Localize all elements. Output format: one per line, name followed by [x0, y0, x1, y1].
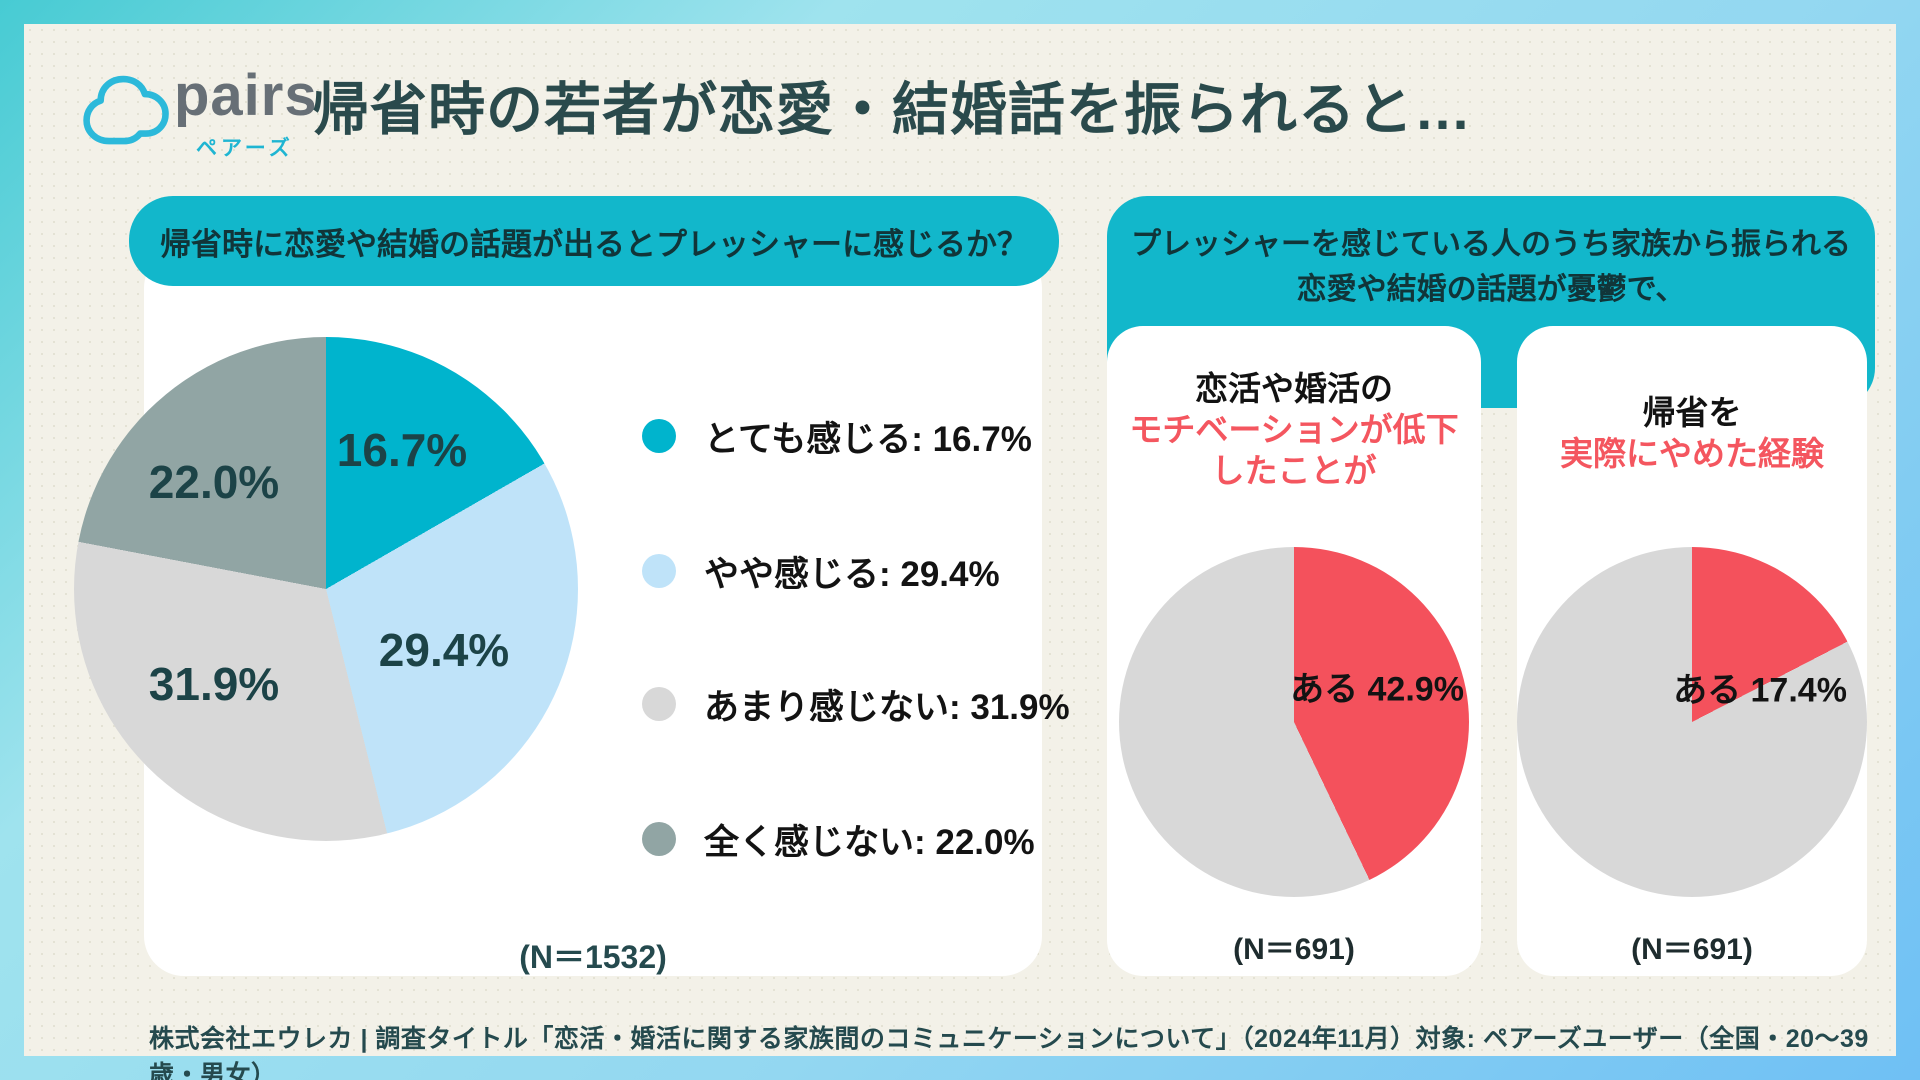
legend-label: とても感じる: 16.7%	[704, 419, 1032, 459]
kisei-card-title: 帰省を 実際にやめた経験	[1517, 392, 1867, 474]
pairs-logo-wordmark: pairs	[174, 63, 318, 128]
title-line-red-1: モチベーションが低下	[1129, 411, 1459, 448]
title-line-black: 恋活や婚活の	[1195, 370, 1393, 407]
legend-item-totemo: とても感じる: 16.7%	[642, 409, 1032, 463]
motivation-pie-chart	[1119, 547, 1469, 897]
survey-source-note: 株式会社エウレカ | 調査タイトル「恋活・婚活に関する家族間のコミュニケーション…	[149, 1025, 1869, 1080]
kisei-card: 帰省を 実際にやめた経験 ある 17.4% (N＝691)	[1517, 326, 1867, 976]
sample-size-kisei: (N＝691)	[1631, 933, 1753, 966]
content-area: pairs ペアーズ 帰省時の若者が恋愛・結婚話を振られると… 帰省時に恋愛や結…	[24, 24, 1896, 1080]
right-headline-line1: プレッシャーを感じている人のうち家族から振られる	[1131, 228, 1851, 261]
pie-slice-value-mattaku: 22.0%	[148, 456, 280, 508]
legend-dot-slate-icon	[642, 822, 676, 856]
legend-label: やや感じる: 29.4%	[704, 554, 1000, 594]
pressure-pie-chart	[74, 337, 578, 841]
legend-dot-teal-icon	[642, 419, 676, 453]
page-title: 帰省時の若者が恋愛・結婚話を振られると…	[312, 78, 1472, 142]
legend-dot-lightblue-icon	[642, 554, 676, 588]
kisei-pie-label: ある 17.4%	[1673, 671, 1847, 710]
pie-slice-value-amari: 31.9%	[148, 658, 280, 710]
title-line-black: 帰省を	[1642, 394, 1742, 431]
pie-slice-value-yaya: 29.4%	[378, 624, 510, 676]
pie-slice-value-totemo: 16.7%	[336, 424, 468, 476]
left-question-banner: 帰省時に恋愛や結婚の話題が出るとプレッシャーに感じるか？	[129, 196, 1059, 286]
sample-size-motivation: (N＝691)	[1233, 933, 1355, 966]
legend-item-yaya: やや感じる: 29.4%	[642, 544, 1000, 598]
legend-dot-gray-icon	[642, 687, 676, 721]
title-line-red-1: 実際にやめた経験	[1560, 435, 1824, 472]
pairs-logo-kana: ペアーズ	[196, 137, 294, 160]
legend-label: あまり感じない: 31.9%	[704, 687, 1070, 727]
legend-label: 全く感じない: 22.0%	[704, 822, 1035, 862]
motivation-pie-label: ある 42.9%	[1290, 670, 1464, 709]
sample-size-main: (N＝1532)	[519, 939, 667, 975]
title-line-red-2: したことが	[1211, 452, 1377, 489]
motivation-card-title: 恋活や婚活の モチベーションが低下 したことが	[1107, 368, 1481, 491]
legend-item-amari: あまり感じない: 31.9%	[642, 677, 1070, 731]
kisei-pie-chart	[1517, 547, 1867, 897]
right-headline-line2: 恋愛や結婚の話題が憂鬱で、	[1296, 273, 1686, 306]
motivation-card: 恋活や婚活の モチベーションが低下 したことが ある 42.9% (N＝691)	[1107, 326, 1481, 976]
pairs-cloud-icon	[83, 75, 169, 145]
legend-item-mattaku: 全く感じない: 22.0%	[642, 812, 1035, 866]
